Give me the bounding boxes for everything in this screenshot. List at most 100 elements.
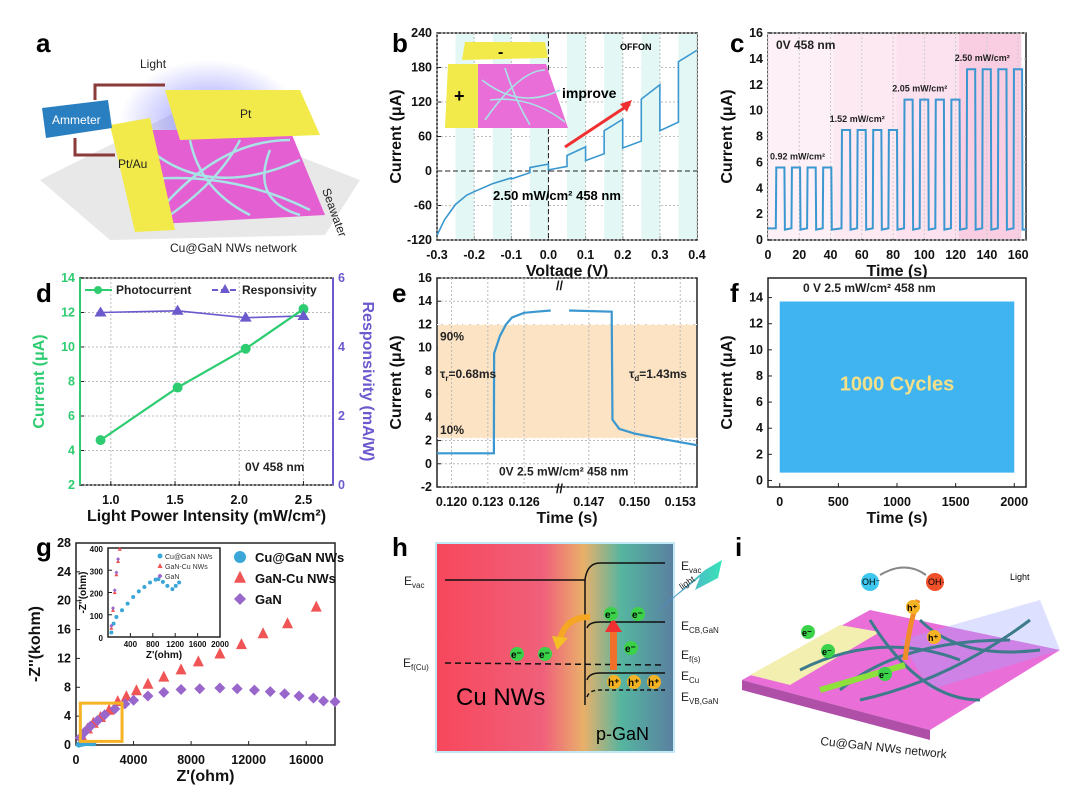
inset-legend-label: GaN	[165, 574, 179, 581]
ecb-line	[586, 621, 665, 629]
panel-letter-h: h	[392, 532, 408, 562]
b-condition: 2.50 mW/cm² 458 nm	[493, 188, 621, 203]
electron-path-arrow	[819, 662, 906, 693]
improve-arrow	[564, 102, 631, 149]
x-tick-label: 8000	[177, 753, 205, 767]
eis-point-diamond	[317, 695, 329, 707]
y-tick-label: 14	[749, 52, 763, 66]
eis-point-diamond	[158, 686, 170, 698]
eis-point-diamond	[248, 684, 260, 696]
y-tick-label: 24	[57, 565, 71, 579]
y-axis-label: Current (μA)	[31, 334, 48, 428]
improve-label: improve	[562, 85, 617, 101]
eis-point-diamond	[293, 690, 305, 702]
evac-left-label: Evac	[404, 574, 424, 590]
x-tick-label: 1200	[166, 640, 184, 649]
x-tick-label: 0.120	[436, 495, 467, 509]
eis-point-triangle	[120, 690, 132, 702]
eis-point-triangle	[214, 647, 226, 659]
i-hole: h⁺	[907, 603, 917, 613]
eis-point-diamond	[109, 703, 121, 715]
y-tick-label: 0	[756, 233, 763, 247]
x-tick-label: 0.4	[688, 248, 705, 262]
intensity-label: 1.52 mW/cm²	[830, 114, 885, 124]
y-tick-label: 8	[425, 364, 432, 378]
responsivity-point	[239, 311, 252, 322]
responsivity-point	[297, 309, 310, 320]
oh-minus-label: OH⁻	[862, 577, 881, 587]
eis-point-diamond	[92, 714, 104, 726]
excitation-arrowhead	[605, 618, 622, 632]
i-electron: e⁻	[822, 647, 832, 657]
holes: h⁺ h⁺ h⁺	[607, 675, 661, 689]
inset-point-circle	[148, 580, 152, 585]
legend-photocurrent-label: Photocurrent	[116, 283, 191, 297]
band-diagram: light e⁻ e⁻ e⁻ e⁻ e⁻ h⁺ h⁺ h⁺ Cu NWs p-G…	[403, 542, 722, 753]
x-tick-label: 20	[792, 248, 806, 262]
panel-letter-g: g	[36, 532, 52, 562]
x-tick-label: 100	[914, 248, 935, 262]
inset-point-diamond	[112, 588, 117, 593]
x-tick-label: 2.0	[231, 493, 248, 507]
inset-point-circle	[165, 583, 170, 588]
electron-label: e⁻	[539, 650, 550, 661]
chart-g_inset: 0 100 200 300 400 400 800 1200 1600 2000 Z'(ohm) -Z…	[78, 545, 229, 661]
i-light-glow	[900, 600, 1060, 690]
evb-label: EVB,GaN	[681, 690, 719, 706]
evac-line	[445, 562, 665, 581]
cycles-label: 1000 Cycles	[840, 374, 955, 396]
eis-point-diamond	[214, 682, 226, 694]
y-tick-label: 16	[418, 271, 432, 285]
excitation-arrow	[610, 630, 617, 670]
y-tick-label: -2	[421, 480, 432, 494]
legend-marker	[234, 593, 246, 605]
tau-sub: r	[445, 374, 448, 383]
y-tick-label: 0	[99, 634, 104, 643]
y-tick-label: 8	[756, 130, 763, 144]
light-beam-icon	[650, 560, 722, 617]
hole-label: h⁺	[608, 678, 619, 689]
ptau-label: Pt/Au	[118, 157, 147, 171]
inset-point-circle	[160, 579, 165, 584]
rise-fall-band	[438, 324, 696, 439]
eis-point-diamond	[128, 694, 140, 706]
inset-point-circle	[136, 589, 141, 594]
panel-letter-a: a	[36, 28, 51, 58]
x-tick-label: 1.0	[102, 493, 119, 507]
network-label: Cu@GaN NWs network	[170, 241, 298, 255]
x-tick-label: 120	[945, 248, 966, 262]
responsivity-point	[171, 304, 184, 315]
x-tick-label: 16000	[289, 753, 324, 767]
inset-legend-label: Cu@GaN NWs	[165, 554, 213, 561]
tau-symbol: τ	[629, 367, 635, 381]
y-tick-label: 0	[756, 473, 763, 487]
y-tick-label: -60	[414, 199, 432, 213]
x-tick-label: 4000	[120, 753, 148, 767]
eis-point-diamond	[231, 683, 243, 695]
inset-point-circle	[109, 630, 114, 635]
rise-time-label: τr=0.68ms	[440, 367, 497, 383]
ecb-label: ECB,GaN	[681, 619, 719, 635]
x-tick-label: 40	[824, 248, 838, 262]
electron-label: e⁻	[632, 610, 643, 621]
eis-point-diamond	[307, 692, 319, 704]
y-tick-label: 6	[68, 409, 75, 423]
y-tick-label: 12	[418, 317, 432, 331]
i-light-label: Light	[1010, 572, 1030, 582]
y-tick-label: 6	[756, 155, 763, 169]
cu-nws-label: Cu NWs	[456, 684, 545, 711]
x-tick-label: 0	[73, 753, 80, 767]
x-tick-label: 80	[886, 248, 900, 262]
y-tick-label: 6	[425, 387, 432, 401]
x-axis-label: Time (s)	[866, 263, 927, 280]
y-tick-label: 180	[411, 61, 432, 75]
eis-point-diamond	[99, 709, 111, 721]
x-tick-label: 60	[855, 248, 869, 262]
axis-break-mark: //	[556, 482, 563, 496]
d-condition: 0V 458 nm	[245, 460, 304, 474]
y-tick-label: 20	[57, 594, 71, 608]
y-tick-label: 240	[411, 26, 432, 40]
panel-letter-f: f	[730, 278, 739, 308]
